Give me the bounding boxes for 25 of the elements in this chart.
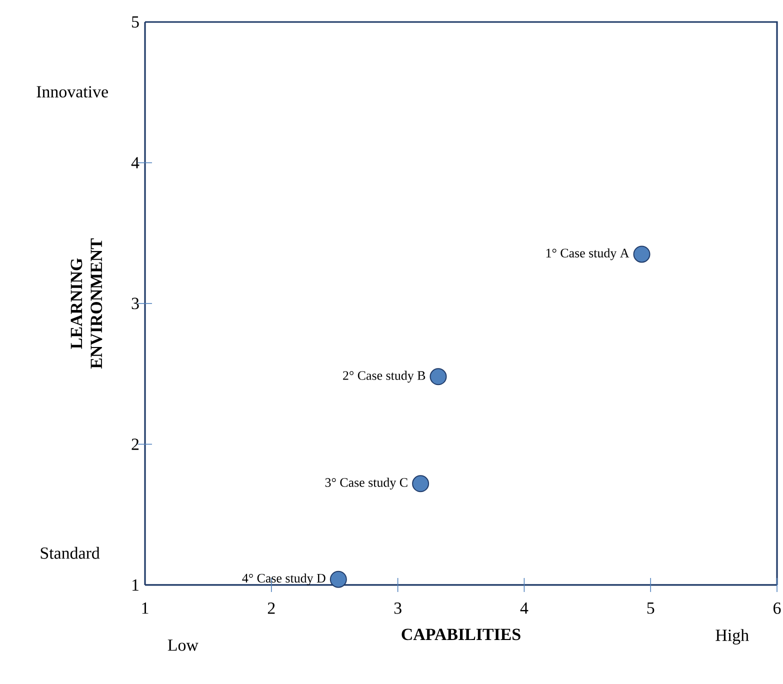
y-axis-title: LEARNING ENVIRONMENT [70, 238, 102, 369]
text: Low [168, 640, 198, 651]
x-tick-label: 5 [647, 602, 654, 614]
annotation: 4° Case study D [242, 573, 326, 586]
x-tick-label: 1 [142, 602, 148, 614]
point [412, 475, 430, 492]
text: Standard [40, 546, 100, 559]
point [633, 246, 650, 263]
annotation: 1° Case study A [546, 248, 630, 260]
point [330, 570, 347, 588]
point [430, 368, 447, 386]
y-tick-label: 5 [132, 16, 139, 28]
x-tick-label: 3 [394, 602, 402, 614]
y-tick-label: 3 [132, 298, 139, 310]
x-tick-label: 6 [774, 602, 781, 614]
y-tick-label: 1 [132, 579, 138, 591]
annotation: 3° Case study C [325, 478, 408, 490]
text: High [716, 629, 749, 644]
annotation: 2° Case study B [343, 370, 426, 383]
text: Innovative [36, 86, 108, 98]
y-tick-label: 2 [132, 438, 139, 450]
x-axis-title: CAPABILITIES [402, 628, 520, 640]
x-tick-label: 4 [520, 602, 528, 614]
y-tick-label: 4 [131, 157, 140, 168]
x-tick-label: 2 [268, 602, 275, 614]
